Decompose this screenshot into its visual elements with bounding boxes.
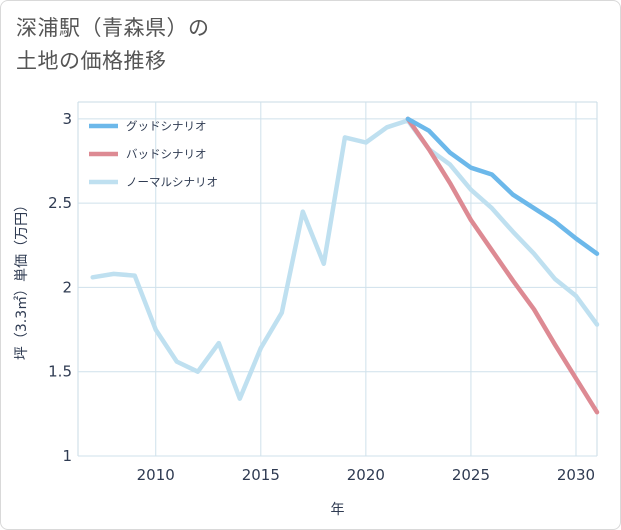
legend-label: グッドシナリオ	[126, 119, 207, 133]
chart-title: 深浦駅（青森県）の 土地の価格推移	[16, 12, 210, 78]
y-tick-label: 2.5	[48, 194, 72, 212]
legend-label: バッドシナリオ	[126, 147, 207, 161]
series-line-2	[90, 118, 600, 401]
x-tick-label: 2030	[557, 466, 595, 484]
y-tick-label: 2	[62, 278, 72, 296]
title-line-2: 土地の価格推移	[16, 49, 167, 73]
legend-label: ノーマルシナリオ	[126, 175, 218, 189]
x-tick-label: 2020	[347, 466, 385, 484]
series-lines	[90, 116, 600, 415]
y-tick-label: 1.5	[48, 363, 72, 381]
x-axis-label: 年	[331, 502, 345, 518]
series-line-1	[405, 116, 600, 415]
y-axis-ticks: 1 1.5 2 2.5 3	[48, 110, 72, 465]
x-tick-label: 2025	[452, 466, 490, 484]
grid-lines	[77, 101, 598, 457]
y-tick-label: 3	[62, 110, 72, 128]
y-tick-label: 1	[62, 447, 72, 465]
x-tick-label: 2010	[137, 466, 175, 484]
y-axis-label: 坪（3.3㎡）単価（万円）	[14, 198, 30, 360]
title-line-1: 深浦駅（青森県）の	[16, 16, 210, 40]
series-line-0	[405, 116, 600, 256]
x-axis-ticks: 2010 2015 2020 2025 2030	[137, 466, 595, 484]
x-tick-label: 2015	[242, 466, 280, 484]
